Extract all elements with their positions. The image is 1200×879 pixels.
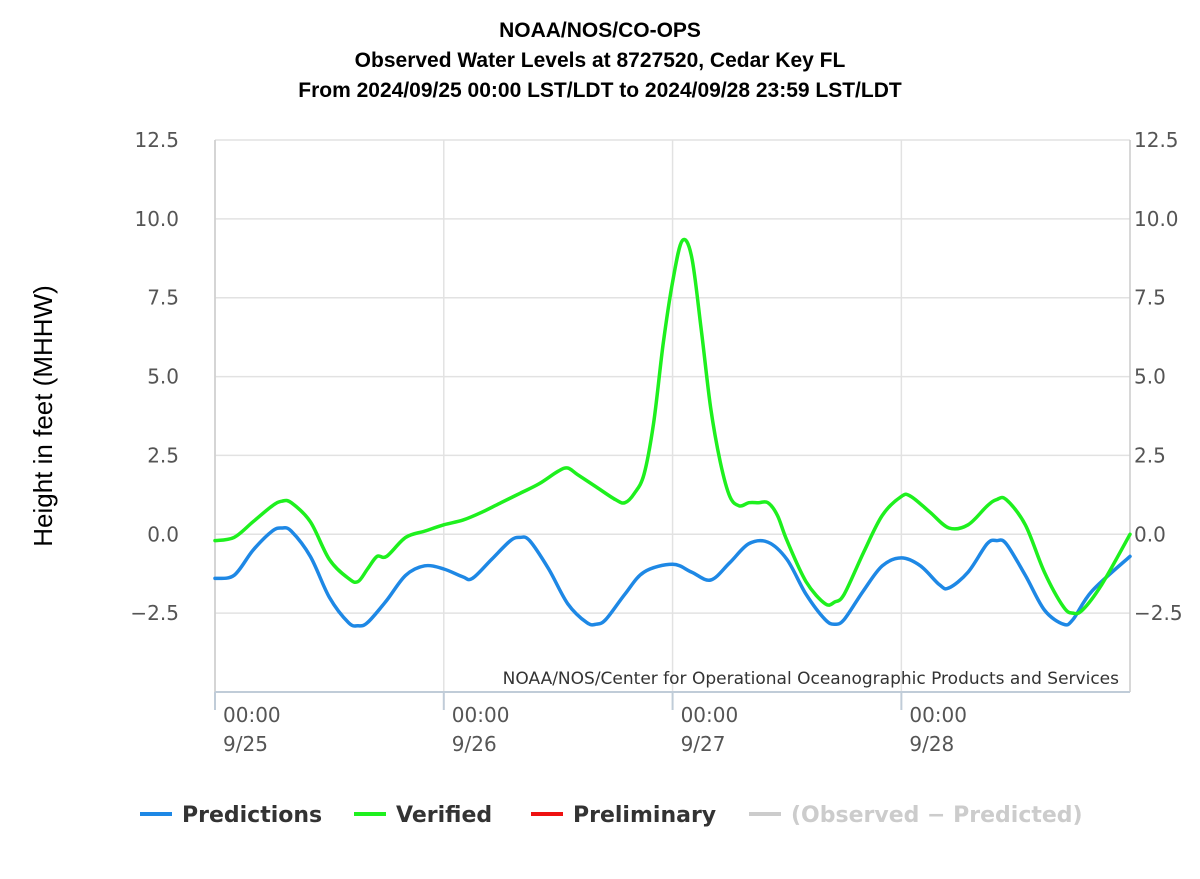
- series-line-predictions: [213, 525, 1132, 628]
- y-tick-label-right: 12.5: [1134, 128, 1179, 152]
- legend-label-preliminary: Preliminary: [573, 803, 716, 828]
- y-tick-label-left: 12.5: [134, 128, 179, 152]
- y-tick-label-right: −2.5: [1134, 601, 1183, 625]
- x-tick-time: 00:00: [223, 703, 281, 727]
- y-tick-label-right: 10.0: [1134, 207, 1179, 231]
- y-tick-label-left: 10.0: [134, 207, 179, 231]
- legend-label-verified: Verified: [396, 803, 492, 828]
- x-tick-date: 9/28: [909, 732, 954, 756]
- x-tick-time: 00:00: [452, 703, 510, 727]
- x-tick-date: 9/25: [223, 732, 268, 756]
- legend-item-predictions[interactable]: Predictions: [140, 803, 322, 828]
- title-line-1: NOAA/NOS/CO-OPS: [499, 19, 701, 42]
- y-tick-label-right: 5.0: [1134, 365, 1166, 389]
- legend: Predictions Verified Preliminary (Observ…: [140, 803, 1083, 828]
- y-tick-label-right: 2.5: [1134, 443, 1166, 467]
- x-tick-date: 9/27: [681, 732, 726, 756]
- y-tick-label-left: 7.5: [147, 286, 179, 310]
- legend-item-preliminary[interactable]: Preliminary: [531, 803, 716, 828]
- x-tick-time: 00:00: [681, 703, 739, 727]
- series-line-verified: [213, 237, 1132, 616]
- y-tick-label-left: 0.0: [147, 522, 179, 546]
- y-tick-label-left: 5.0: [147, 365, 179, 389]
- y-tick-labels-left: 12.5 10.0 7.5 5.0 2.5 0.0 −2.5: [130, 128, 179, 625]
- title-line-3: From 2024/09/25 00:00 LST/LDT to 2024/09…: [298, 79, 902, 102]
- legend-label-observed-minus-predicted: (Observed − Predicted): [791, 803, 1083, 828]
- legend-item-verified[interactable]: Verified: [354, 803, 492, 828]
- y-tick-label-right: 0.0: [1134, 522, 1166, 546]
- legend-label-predictions: Predictions: [182, 803, 322, 828]
- y-tick-label-left: −2.5: [130, 601, 179, 625]
- chart-title: NOAA/NOS/CO-OPS Observed Water Levels at…: [298, 19, 902, 102]
- y-axis-label: Height in feet (MHHW): [28, 285, 58, 547]
- title-line-2: Observed Water Levels at 8727520, Cedar …: [355, 49, 846, 72]
- x-tick-labels: 00:00 9/25 00:00 9/26 00:00 9/27 00:00 9/28: [223, 703, 967, 756]
- x-tick-date: 9/26: [452, 732, 497, 756]
- y-tick-label-left: 2.5: [147, 443, 179, 467]
- series-lines: [213, 237, 1132, 628]
- x-tick-time: 00:00: [909, 703, 967, 727]
- y-tick-labels-right: 12.5 10.0 7.5 5.0 2.5 0.0 −2.5: [1134, 128, 1183, 625]
- credit-text: NOAA/NOS/Center for Operational Oceanogr…: [503, 669, 1119, 689]
- legend-item-observed-minus-predicted[interactable]: (Observed − Predicted): [749, 803, 1083, 828]
- y-tick-label-right: 7.5: [1134, 286, 1166, 310]
